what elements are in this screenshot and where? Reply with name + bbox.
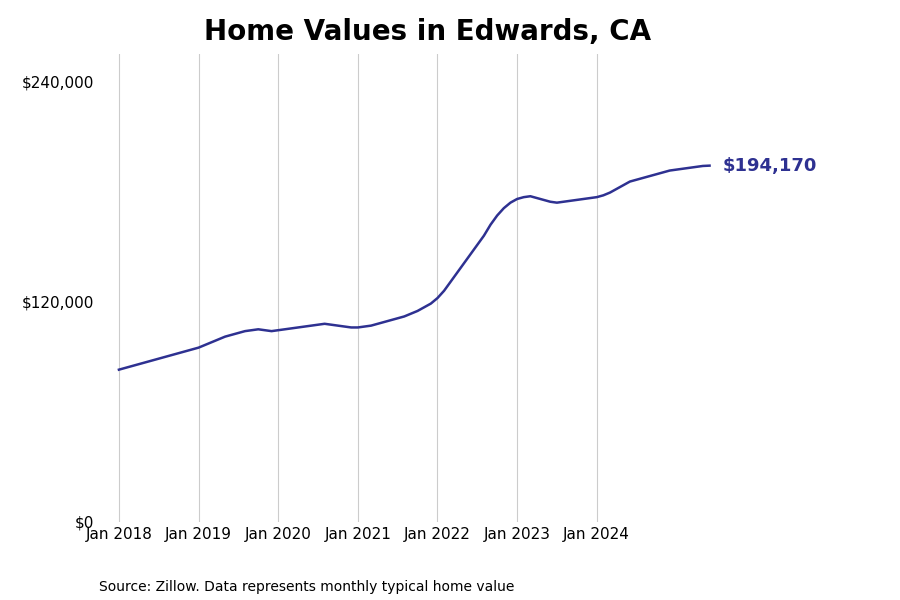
Text: Source: Zillow. Data represents monthly typical home value: Source: Zillow. Data represents monthly … [99,580,515,594]
Text: $194,170: $194,170 [723,157,817,175]
Title: Home Values in Edwards, CA: Home Values in Edwards, CA [204,18,651,46]
